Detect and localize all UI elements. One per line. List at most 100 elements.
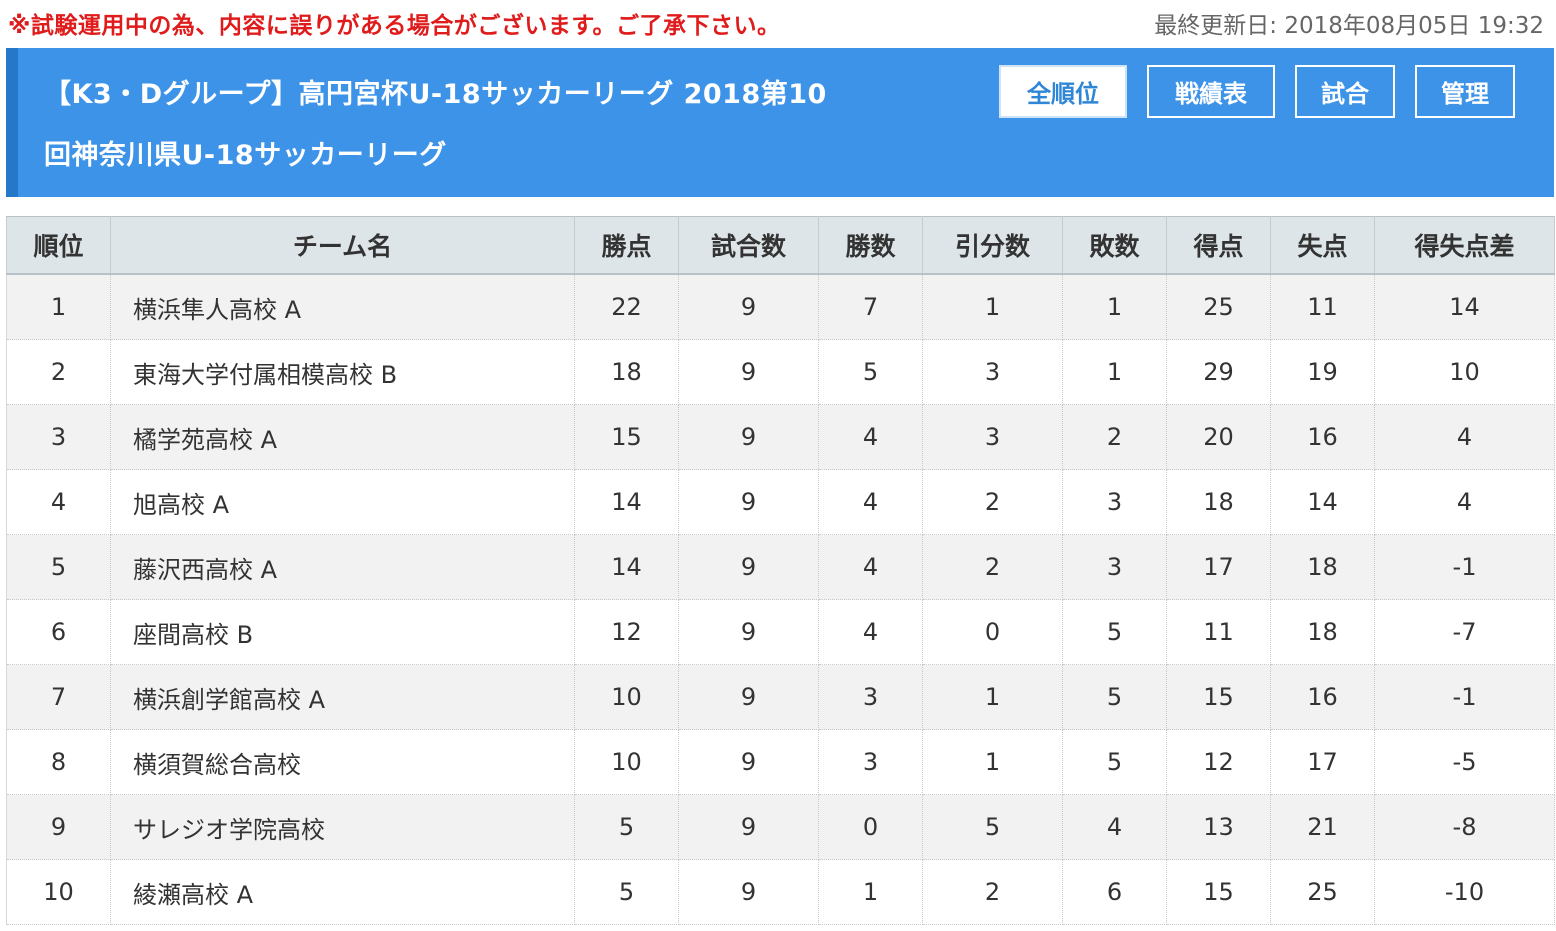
standings-table-container: 順位 チーム名 勝点 試合数 勝数 引分数 敗数 得点 失点 得失点差 1 横浜隼人高校 A 22 9 7… — [6, 216, 1555, 925]
losses-cell: 6 — [1062, 859, 1167, 925]
losses-cell: 2 — [1062, 404, 1167, 470]
goals-for-cell: 18 — [1166, 469, 1271, 535]
team-name-cell: 綾瀬高校 A — [110, 859, 575, 925]
league-title: 【K3・Dグループ】高円宮杯U-18サッカーリーグ 2018第10 回神奈川県U… — [44, 64, 944, 186]
points-cell: 14 — [574, 469, 679, 535]
goal-difference-cell: 10 — [1374, 339, 1555, 405]
goals-for-cell: 11 — [1166, 599, 1271, 665]
team-name-cell: 横須賀総合高校 — [110, 729, 575, 795]
wins-cell: 1 — [818, 859, 923, 925]
goals-for-cell: 20 — [1166, 404, 1271, 470]
matches-button[interactable]: 試合 — [1295, 65, 1395, 118]
draws-cell: 3 — [922, 404, 1063, 470]
goal-difference-cell: -1 — [1374, 534, 1555, 600]
rank-cell: 10 — [6, 859, 111, 925]
league-header-banner: 【K3・Dグループ】高円宮杯U-18サッカーリーグ 2018第10 回神奈川県U… — [6, 48, 1554, 197]
points-cell: 5 — [574, 794, 679, 860]
team-name-cell: 横浜隼人高校 A — [110, 274, 575, 340]
losses-cell: 5 — [1062, 664, 1167, 730]
team-name-cell: サレジオ学院高校 — [110, 794, 575, 860]
games-played-cell: 9 — [678, 794, 819, 860]
header-points: 勝点 — [574, 216, 679, 275]
goals-against-cell: 14 — [1270, 469, 1375, 535]
table-row: 9 サレジオ学院高校 5 9 0 5 4 13 21 -8 — [6, 794, 1555, 860]
standings-table: 順位 チーム名 勝点 試合数 勝数 引分数 敗数 得点 失点 得失点差 1 横浜隼人高校 A 22 9 7… — [6, 216, 1555, 925]
league-title-line1: 【K3・Dグループ】高円宮杯U-18サッカーリーグ 2018第10 — [44, 79, 827, 110]
results-table-button[interactable]: 戦績表 — [1147, 65, 1275, 118]
goals-against-cell: 19 — [1270, 339, 1375, 405]
trial-notice: ※試験運用中の為、内容に誤りがある場合がございます。ご了承下さい。 — [8, 13, 781, 39]
games-played-cell: 9 — [678, 599, 819, 665]
league-title-line2: 回神奈川県U-18サッカーリーグ — [44, 140, 447, 171]
team-name-cell: 横浜創学館高校 A — [110, 664, 575, 730]
goal-difference-cell: -7 — [1374, 599, 1555, 665]
team-name-cell: 東海大学付属相模高校 B — [110, 339, 575, 405]
rank-cell: 8 — [6, 729, 111, 795]
goals-for-cell: 17 — [1166, 534, 1271, 600]
goals-against-cell: 17 — [1270, 729, 1375, 795]
header-draws: 引分数 — [922, 216, 1063, 275]
last-updated: 最終更新日: 2018年08月05日 19:32 — [1154, 13, 1544, 39]
team-name-cell: 橘学苑高校 A — [110, 404, 575, 470]
draws-cell: 2 — [922, 859, 1063, 925]
goal-difference-cell: 4 — [1374, 469, 1555, 535]
games-played-cell: 9 — [678, 274, 819, 340]
games-played-cell: 9 — [678, 404, 819, 470]
goal-difference-cell: 14 — [1374, 274, 1555, 340]
rank-cell: 7 — [6, 664, 111, 730]
goals-against-cell: 25 — [1270, 859, 1375, 925]
wins-cell: 4 — [818, 469, 923, 535]
losses-cell: 5 — [1062, 599, 1167, 665]
goals-against-cell: 16 — [1270, 664, 1375, 730]
goals-for-cell: 29 — [1166, 339, 1271, 405]
rank-cell: 5 — [6, 534, 111, 600]
rank-cell: 9 — [6, 794, 111, 860]
wins-cell: 3 — [818, 729, 923, 795]
table-row: 3 橘学苑高校 A 15 9 4 3 2 20 16 4 — [6, 404, 1555, 470]
wins-cell: 4 — [818, 404, 923, 470]
losses-cell: 1 — [1062, 339, 1167, 405]
rank-cell: 4 — [6, 469, 111, 535]
losses-cell: 3 — [1062, 534, 1167, 600]
losses-cell: 4 — [1062, 794, 1167, 860]
draws-cell: 5 — [922, 794, 1063, 860]
losses-cell: 5 — [1062, 729, 1167, 795]
all-rank-button[interactable]: 全順位 — [999, 65, 1127, 118]
goals-against-cell: 18 — [1270, 599, 1375, 665]
table-row: 10 綾瀬高校 A 5 9 1 2 6 15 25 -10 — [6, 859, 1555, 925]
draws-cell: 0 — [922, 599, 1063, 665]
table-row: 8 横須賀総合高校 10 9 3 1 5 12 17 -5 — [6, 729, 1555, 795]
games-played-cell: 9 — [678, 469, 819, 535]
header-goal-difference: 得失点差 — [1374, 216, 1555, 275]
points-cell: 15 — [574, 404, 679, 470]
draws-cell: 2 — [922, 469, 1063, 535]
goal-difference-cell: 4 — [1374, 404, 1555, 470]
goal-difference-cell: -10 — [1374, 859, 1555, 925]
wins-cell: 0 — [818, 794, 923, 860]
header-team-name: チーム名 — [110, 216, 575, 275]
losses-cell: 3 — [1062, 469, 1167, 535]
goals-against-cell: 18 — [1270, 534, 1375, 600]
points-cell: 22 — [574, 274, 679, 340]
goal-difference-cell: -5 — [1374, 729, 1555, 795]
table-row: 7 横浜創学館高校 A 10 9 3 1 5 15 16 -1 — [6, 664, 1555, 730]
header-wins: 勝数 — [818, 216, 923, 275]
points-cell: 12 — [574, 599, 679, 665]
rank-cell: 6 — [6, 599, 111, 665]
goals-for-cell: 12 — [1166, 729, 1271, 795]
team-name-cell: 座間高校 B — [110, 599, 575, 665]
wins-cell: 4 — [818, 599, 923, 665]
admin-button[interactable]: 管理 — [1415, 65, 1515, 118]
rank-cell: 2 — [6, 339, 111, 405]
goals-for-cell: 13 — [1166, 794, 1271, 860]
points-cell: 10 — [574, 729, 679, 795]
table-row: 1 横浜隼人高校 A 22 9 7 1 1 25 11 14 — [6, 274, 1555, 340]
goals-for-cell: 15 — [1166, 859, 1271, 925]
points-cell: 18 — [574, 339, 679, 405]
games-played-cell: 9 — [678, 339, 819, 405]
table-header-row: 順位 チーム名 勝点 試合数 勝数 引分数 敗数 得点 失点 得失点差 — [6, 216, 1555, 275]
draws-cell: 1 — [922, 274, 1063, 340]
wins-cell: 3 — [818, 664, 923, 730]
goal-difference-cell: -8 — [1374, 794, 1555, 860]
rank-cell: 1 — [6, 274, 111, 340]
